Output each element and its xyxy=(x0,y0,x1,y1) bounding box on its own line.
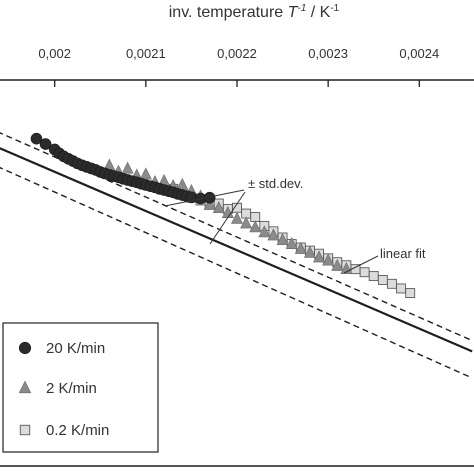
std-dev-leader-upper xyxy=(164,189,245,207)
x-tick-label: 0,0022 xyxy=(217,46,257,61)
triangle-point xyxy=(331,258,344,271)
legend: 20 K/min 2 K/min 0.2 K/min xyxy=(2,322,159,453)
std-dev-lower-line xyxy=(0,166,473,379)
x-axis-title-symbol: T xyxy=(288,4,299,21)
triangle-point xyxy=(231,211,243,224)
legend-marker-triangle xyxy=(18,380,32,394)
std-dev-upper-line xyxy=(0,132,473,342)
legend-marker-circle xyxy=(18,341,32,355)
circle-point xyxy=(30,132,43,145)
square-point xyxy=(377,274,388,285)
linear-fit-line xyxy=(0,147,473,353)
x-axis-title: inv. temperature T-1 / K-1 xyxy=(169,3,340,21)
triangle-point xyxy=(313,250,326,263)
std-dev-annotation: ± std.dev. xyxy=(164,176,303,245)
triangle-point xyxy=(303,245,316,258)
linear-fit-label: linear fit xyxy=(380,246,426,261)
x-axis-tick-labels: 0,002 0,0021 0,0022 0,0023 0,0024 xyxy=(38,46,439,61)
triangle-point xyxy=(267,228,280,241)
x-tick-label: 0,002 xyxy=(38,46,71,61)
square-point xyxy=(396,283,407,294)
data-points xyxy=(30,132,416,299)
triangle-point xyxy=(121,161,134,174)
square-point xyxy=(359,267,370,278)
triangle-point xyxy=(203,197,216,210)
square-point xyxy=(405,288,416,299)
legend-label: 0.2 K/min xyxy=(46,422,109,439)
legend-marker-square xyxy=(19,424,31,436)
triangle-point xyxy=(249,220,262,233)
square-point xyxy=(250,212,261,222)
x-axis-title-symbol-exp: -1 xyxy=(297,3,306,14)
x-axis-title-text: inv. temperature xyxy=(169,4,288,21)
x-axis-title-unit-sep: / K xyxy=(306,4,330,21)
fit-lines xyxy=(0,132,473,379)
x-axis-title-unit-exp: -1 xyxy=(330,3,339,14)
x-tick-label: 0,0021 xyxy=(126,46,166,61)
triangle-point xyxy=(240,216,253,229)
linear-fit-leader xyxy=(343,255,379,274)
triangle-point xyxy=(212,200,225,213)
std-dev-leader-lower xyxy=(209,191,246,245)
triangle-point xyxy=(276,233,289,245)
std-dev-label: ± std.dev. xyxy=(248,176,303,191)
linear-fit-annotation: linear fit xyxy=(343,246,426,274)
legend-label: 2 K/min xyxy=(46,380,97,397)
triangle-point xyxy=(322,253,335,266)
triangle-point xyxy=(258,225,271,238)
legend-label: 20 K/min xyxy=(46,340,105,357)
x-tick-label: 0,0024 xyxy=(399,46,439,61)
triangle-point xyxy=(176,177,189,190)
square-point xyxy=(368,271,379,282)
square-point xyxy=(387,278,397,289)
x-tick-label: 0,0023 xyxy=(308,46,348,61)
x-axis-ticks xyxy=(54,80,420,87)
triangle-point xyxy=(285,236,298,249)
triangle-point xyxy=(294,241,307,254)
circle-point xyxy=(39,138,52,150)
triangle-point xyxy=(139,167,152,180)
